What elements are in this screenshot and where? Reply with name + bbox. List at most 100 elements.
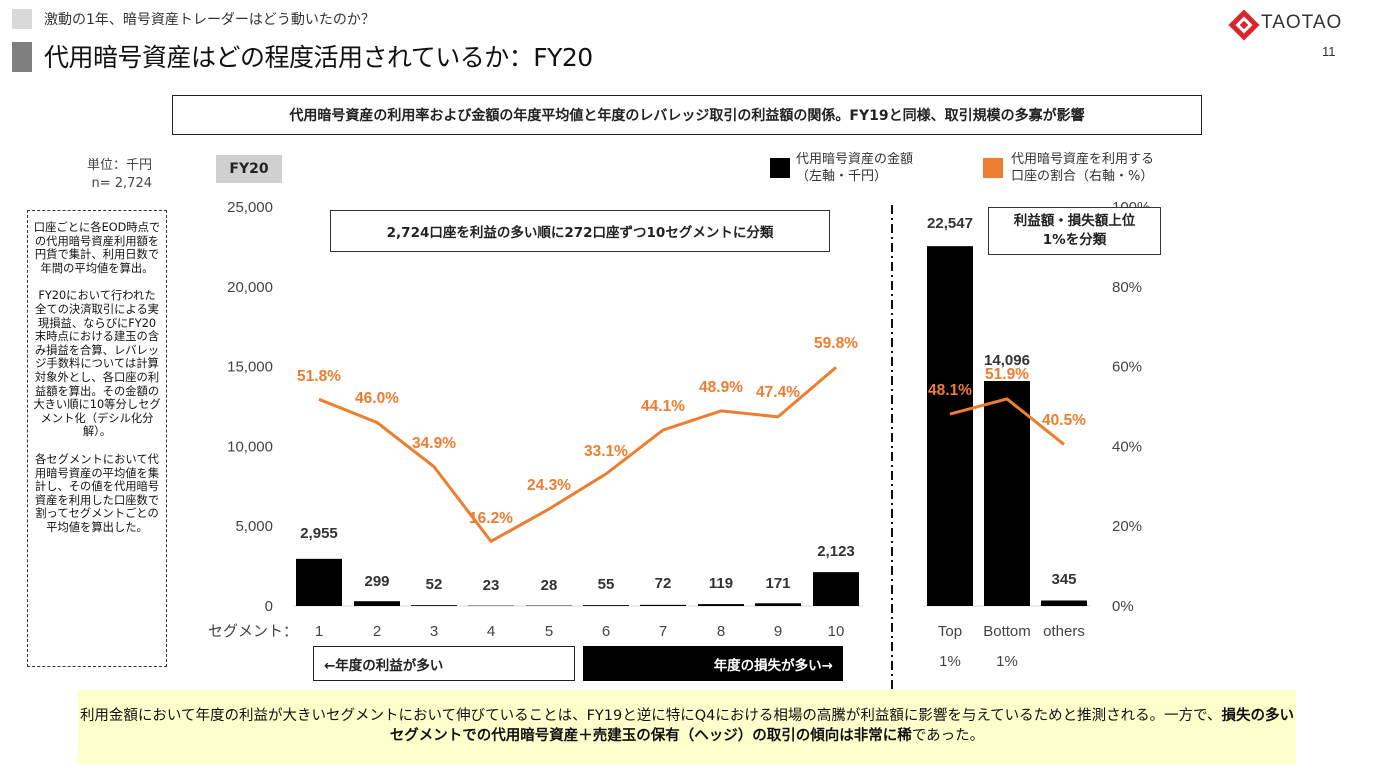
bar-data-label: 299 bbox=[364, 573, 389, 590]
bar bbox=[354, 601, 400, 606]
x-tick-label: Top bbox=[938, 623, 962, 640]
logo-icon bbox=[1228, 9, 1260, 41]
unit-line2: n= 2,724 bbox=[91, 176, 152, 191]
legend-line-line1: 代用暗号資産を利用する bbox=[1011, 152, 1155, 167]
bar bbox=[755, 603, 801, 606]
top-bottom-note-box: 利益額・損失額上位 1%を分類 bbox=[988, 207, 1161, 255]
unit-label: 単位：千円 n= 2,724 bbox=[62, 157, 152, 193]
bar bbox=[984, 381, 1030, 606]
profit-direction-left: ←年度の利益が多い bbox=[313, 646, 575, 681]
legend-line-swatch bbox=[983, 158, 1003, 178]
line-data-label: 48.9% bbox=[699, 379, 743, 396]
bar-data-label: 55 bbox=[598, 576, 615, 593]
x-tick-label: 9 bbox=[774, 623, 782, 640]
conclusion-text-1: 利用金額において年度の利益が大きいセグメントにおいて伸びていることは、FY19と… bbox=[79, 708, 1222, 724]
line-data-label: 16.2% bbox=[469, 510, 513, 527]
x-tick-label: 3 bbox=[430, 623, 438, 640]
y-right-tick: 0% bbox=[1112, 598, 1134, 615]
unit-line1: 単位：千円 bbox=[86, 158, 152, 173]
line-series-deciles bbox=[318, 366, 837, 544]
method-note: 口座ごとに各EOD時点での代用暗号資産利用額を円貨で集計、利用日数で年間の平均値… bbox=[27, 210, 167, 667]
top-box-line2: 1%を分類 bbox=[1042, 232, 1107, 248]
bar bbox=[927, 246, 973, 606]
top-box-line1: 利益額・損失額上位 bbox=[1013, 213, 1136, 229]
bar-data-label: 2,123 bbox=[817, 543, 855, 560]
summary-banner: 代用暗号資産の利用率および金額の年度平均値と年度のレバレッジ取引の利益額の関係。… bbox=[172, 95, 1202, 135]
line-series-top-bottom bbox=[949, 397, 1065, 446]
note-paragraph-1: 口座ごとに各EOD時点での代用暗号資産利用額を円貨で集計、利用日数で年間の平均値… bbox=[33, 221, 161, 275]
y-right-tick: 20% bbox=[1112, 518, 1142, 535]
line-data-label: 51.8% bbox=[297, 368, 341, 385]
y-left-tick: 5,000 bbox=[235, 518, 273, 535]
line-data-label: 33.1% bbox=[584, 443, 628, 460]
segment-note-box: 2,724口座を利益の多い順に272口座ずつ10セグメントに分類 bbox=[330, 210, 830, 252]
bar-data-label: 23 bbox=[483, 577, 500, 594]
bar-data-label: 171 bbox=[765, 575, 790, 592]
y-left-tick: 25,000 bbox=[227, 199, 273, 216]
line-data-label: 44.1% bbox=[641, 398, 685, 415]
line-data-label: 48.1% bbox=[928, 382, 972, 399]
note-paragraph-2: FY20において行われた全ての決済取引による実現損益、ならびにFY20末時点にお… bbox=[33, 289, 161, 439]
bar bbox=[813, 572, 859, 606]
line-data-label: 24.3% bbox=[527, 477, 571, 494]
bar-data-label: 72 bbox=[655, 575, 672, 592]
conclusion-note: 利用金額において年度の利益が大きいセグメントにおいて伸びていることは、FY19と… bbox=[78, 690, 1296, 764]
conclusion-text-bold: 損失の多いセグメントでの代用暗号資産＋売建玉の保有（ヘッジ）の取引の傾向は非常に… bbox=[389, 708, 1295, 744]
title-marker bbox=[12, 42, 32, 72]
bar-data-label: 22,547 bbox=[927, 215, 973, 232]
y-right-tick: 80% bbox=[1112, 279, 1142, 296]
y-left-tick: 0 bbox=[265, 598, 273, 615]
bar bbox=[296, 558, 342, 606]
x-tick-label: 8 bbox=[717, 623, 725, 640]
legend-line: 代用暗号資産を利用する 口座の割合（右軸・%） bbox=[1011, 151, 1154, 185]
x-tick-label: 4 bbox=[487, 623, 495, 640]
x-axis-prefix: セグメント： bbox=[208, 623, 298, 640]
x-tick-label: 7 bbox=[659, 623, 667, 640]
x-tick-sublabel: 1% bbox=[996, 653, 1018, 670]
line-data-label: 46.0% bbox=[355, 390, 399, 407]
conclusion-text-2: であった。 bbox=[911, 728, 985, 744]
loss-direction-right: 年度の損失が多い→ bbox=[583, 646, 843, 681]
y-left-tick: 20,000 bbox=[227, 279, 273, 296]
line-data-label: 59.8% bbox=[814, 335, 858, 352]
legend-bar-line1: 代用暗号資産の金額 bbox=[796, 152, 914, 167]
bar-data-label: 119 bbox=[709, 575, 733, 592]
bar bbox=[1041, 600, 1087, 606]
fiscal-year-tag: FY20 bbox=[216, 155, 282, 183]
legend-bar-swatch bbox=[770, 158, 790, 178]
bar-data-label: 28 bbox=[541, 577, 558, 594]
y-right-tick: 40% bbox=[1112, 438, 1142, 455]
x-tick-label: 2 bbox=[373, 623, 381, 640]
bar-data-label: 52 bbox=[426, 576, 443, 593]
x-tick-label: Bottom bbox=[983, 623, 1031, 640]
page-subtitle: 激動の1年、暗号資産トレーダーはどう動いたのか？ bbox=[44, 12, 375, 28]
bar-data-label: 14,096 bbox=[984, 352, 1030, 369]
line-data-label: 47.4% bbox=[756, 384, 800, 401]
y-left-tick: 15,000 bbox=[227, 359, 273, 376]
bar-data-label: 2,955 bbox=[300, 525, 338, 542]
x-tick-label: 10 bbox=[828, 623, 845, 640]
x-tick-label: 1 bbox=[315, 623, 323, 640]
note-paragraph-3: 各セグメントにおいて代用暗号資産の平均値を集計し、その値を代用暗号資産を利用した… bbox=[34, 452, 160, 534]
line-data-label: 51.9% bbox=[985, 366, 1029, 383]
bar bbox=[698, 604, 744, 606]
x-tick-label: others bbox=[1043, 623, 1085, 640]
line-data-label: 34.9% bbox=[412, 435, 456, 452]
y-right-tick: 60% bbox=[1112, 359, 1142, 376]
bar-data-label: 345 bbox=[1051, 571, 1076, 588]
bar bbox=[411, 605, 457, 606]
page-number: 11 bbox=[1322, 44, 1336, 59]
bar bbox=[583, 605, 629, 606]
logo-text: TAOTAO bbox=[1261, 12, 1343, 33]
y-left-tick: 10,000 bbox=[227, 438, 273, 455]
page-title: 代用暗号資産はどの程度活用されているか：FY20 bbox=[44, 43, 593, 72]
legend-line-line2: 口座の割合（右軸・%） bbox=[1011, 169, 1154, 184]
x-tick-sublabel: 1% bbox=[939, 653, 961, 670]
legend-bar: 代用暗号資産の金額 （左軸・千円） bbox=[796, 151, 913, 185]
legend-bar-line2: （左軸・千円） bbox=[796, 169, 888, 184]
x-tick-label: 5 bbox=[545, 623, 553, 640]
line-data-label: 40.5% bbox=[1042, 412, 1086, 429]
x-tick-label: 6 bbox=[602, 623, 610, 640]
subtitle-marker bbox=[12, 9, 32, 29]
